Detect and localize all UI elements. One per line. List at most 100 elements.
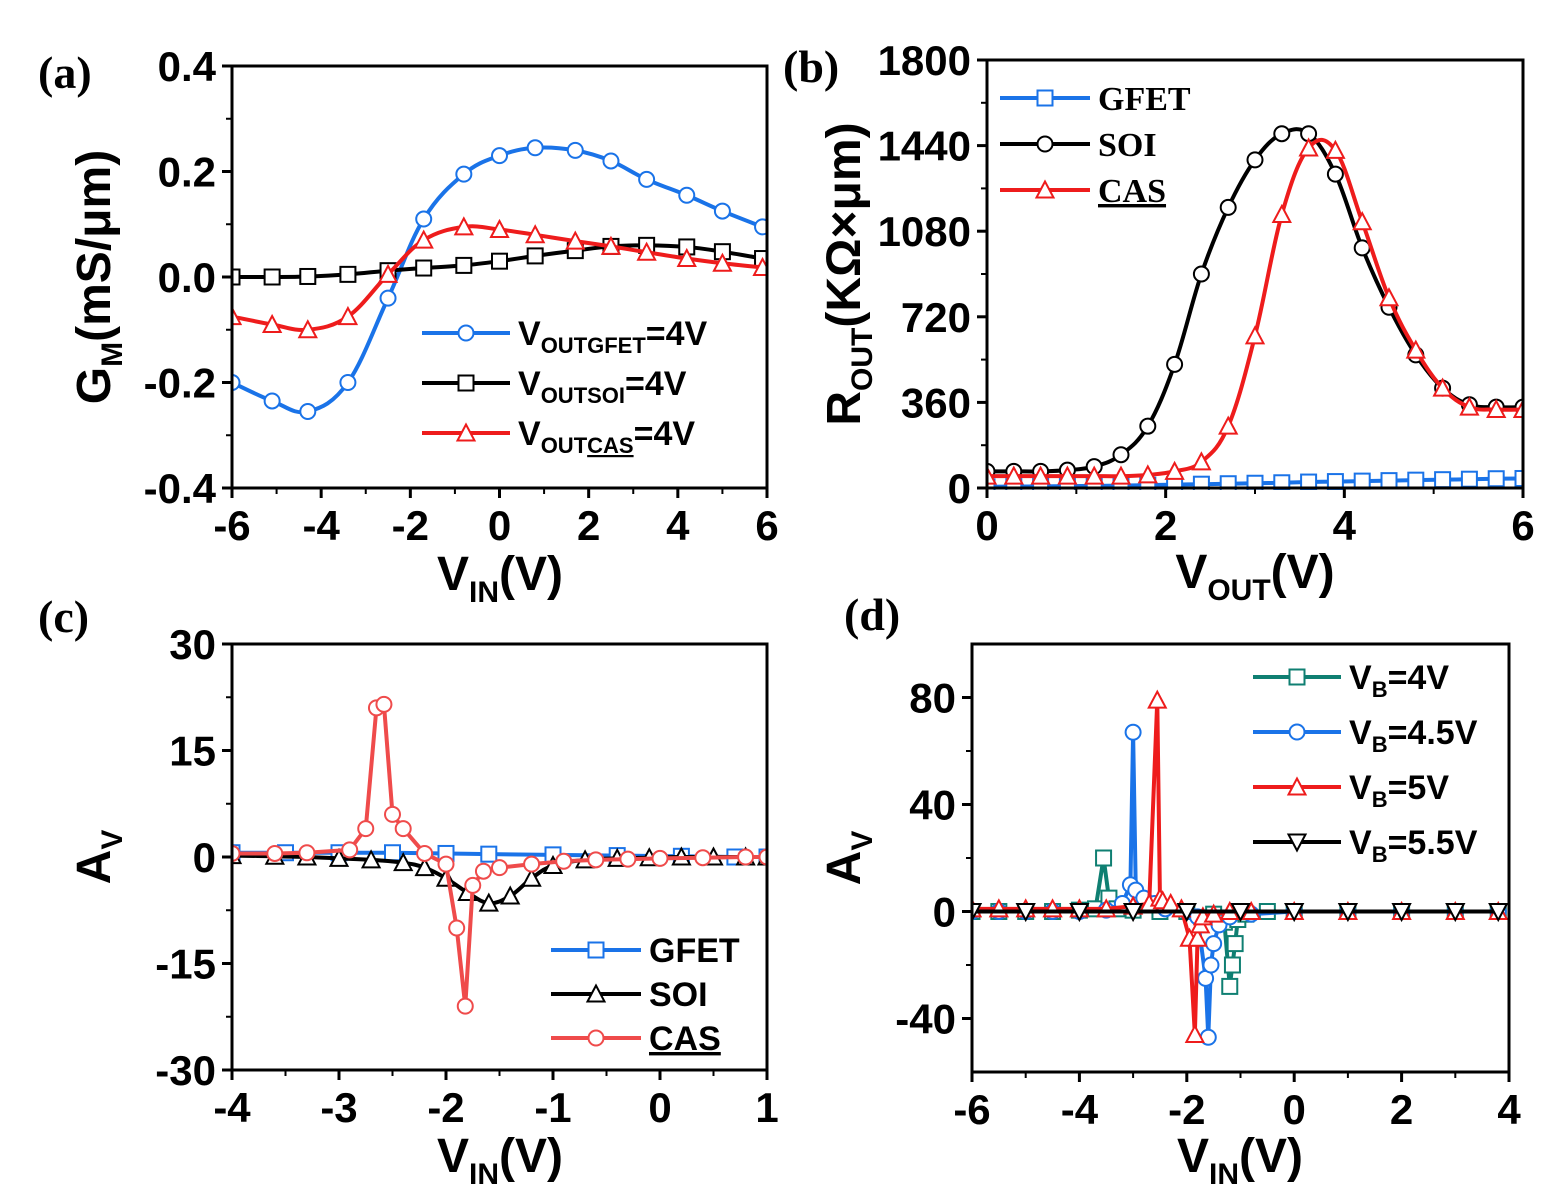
data-point (1326, 165, 1344, 183)
data-point (1095, 849, 1113, 867)
data-point (375, 695, 393, 713)
legend-marker (1288, 668, 1306, 686)
legend-marker (457, 374, 475, 392)
series-c-2 (232, 695, 767, 1015)
data-point (299, 267, 317, 285)
x-axis-title: VIN(V) (437, 1130, 563, 1191)
data-point (1176, 903, 1197, 923)
x-tick-label: 0 (648, 1084, 671, 1131)
x-tick-label: 6 (1511, 502, 1534, 549)
data-point (619, 850, 637, 868)
x-tick-label: 1 (755, 1084, 778, 1131)
y-tick-label: 15 (169, 728, 216, 775)
data-point (526, 247, 544, 265)
legend-label: GFET (1098, 81, 1191, 118)
data-point (1246, 474, 1264, 490)
legend-marker (587, 941, 605, 959)
data-point (261, 313, 283, 333)
x-tick-label: -1 (534, 1084, 571, 1131)
data-point (987, 465, 998, 485)
data-point (232, 268, 241, 286)
data-point (526, 139, 544, 157)
data-point (393, 852, 414, 872)
data-point (1202, 956, 1220, 974)
data-point (1325, 139, 1346, 159)
panel-label: (c) (38, 591, 89, 642)
y-tick-label: 1800 (878, 37, 971, 84)
data-point (676, 247, 697, 268)
legend-marker (587, 1029, 605, 1047)
data-point (713, 202, 731, 220)
legend-label: GFET (649, 932, 740, 970)
legend-marker (1036, 135, 1054, 153)
data-point (1057, 465, 1078, 485)
data-point (357, 820, 375, 838)
y-tick-label: 30 (169, 621, 216, 668)
data-point (758, 848, 767, 866)
data-point (299, 403, 317, 421)
series-b-1 (987, 125, 1523, 480)
data-point (489, 218, 510, 239)
legend-label: VB=5.5V (1349, 824, 1478, 867)
y-tick-label: 80 (909, 675, 956, 722)
legend-marker (457, 324, 475, 342)
legend: GFET SOI CAS (551, 932, 740, 1058)
data-point (1273, 474, 1291, 490)
data-point (478, 892, 499, 912)
legend-label: VOUTGFET=4V (518, 315, 708, 358)
data-point (521, 867, 542, 887)
data-point (1124, 723, 1142, 741)
data-point (1226, 935, 1244, 953)
data-point (523, 855, 541, 873)
series-b-2 (987, 137, 1523, 485)
data-point (491, 147, 508, 165)
data-point (341, 841, 359, 859)
data-point (384, 805, 401, 823)
legend-marker (1286, 776, 1308, 796)
data-point (651, 849, 669, 867)
x-axis-title: VIN(V) (1177, 1130, 1303, 1191)
x-tick-label: -3 (320, 1084, 357, 1131)
panel-label: (b) (783, 41, 839, 92)
data-point (1244, 325, 1266, 345)
data-point (1147, 689, 1168, 709)
data-point (712, 252, 733, 272)
series-a-2 (232, 216, 767, 339)
data-point (636, 241, 657, 261)
data-point (1300, 473, 1318, 490)
data-point (1110, 465, 1132, 485)
y-tick-label: 0.0 (158, 254, 216, 301)
data-point (1445, 903, 1466, 923)
data-point (1352, 211, 1373, 231)
legend: VB=4V VB=4.5V VB=5V VB=5.5V (1253, 659, 1478, 867)
data-point (415, 259, 433, 277)
data-point (1459, 396, 1480, 416)
series-d-3 (972, 903, 1509, 923)
data-point (1069, 903, 1090, 923)
data-point (1353, 472, 1371, 490)
y-tick-label: 0 (948, 465, 971, 512)
data-point (1187, 927, 1208, 947)
data-point (328, 847, 350, 867)
y-tick-label: 40 (909, 782, 956, 829)
data-point (1084, 465, 1105, 485)
data-point (1192, 265, 1210, 283)
chart-panel-a: (a) -6 -4 -2 0 2 4 6 -0.4 -0.2 0.0 0.2 0.4 VIN(V) GM(m… (38, 43, 779, 609)
y-tick-label: -0.2 (144, 360, 216, 407)
legend-marker (585, 983, 607, 1003)
legend-label: VB=4.5V (1349, 714, 1478, 757)
legend-label: SOI (649, 976, 708, 1014)
chart-panel-d: (d) -6 -4 -2 0 2 4 -40 0 40 80 VIN(V) AV VB=4V VB=4.5V… (818, 589, 1521, 1191)
x-tick-label: -2 (392, 502, 429, 549)
data-point (453, 216, 474, 236)
data-point (414, 857, 435, 877)
legend-marker (1036, 89, 1054, 107)
data-point (1112, 446, 1130, 464)
data-point (1030, 465, 1051, 485)
data-point (415, 210, 433, 228)
legend-label: SOI (1098, 127, 1157, 164)
y-tick-label: 0 (933, 889, 956, 936)
data-point (1122, 903, 1144, 923)
chart-panel-c: (c) -4 -3 -2 -1 0 1 -30 -15 0 15 30 VIN(V) AV GFET SOI C… (38, 591, 779, 1191)
data-point (602, 152, 620, 170)
